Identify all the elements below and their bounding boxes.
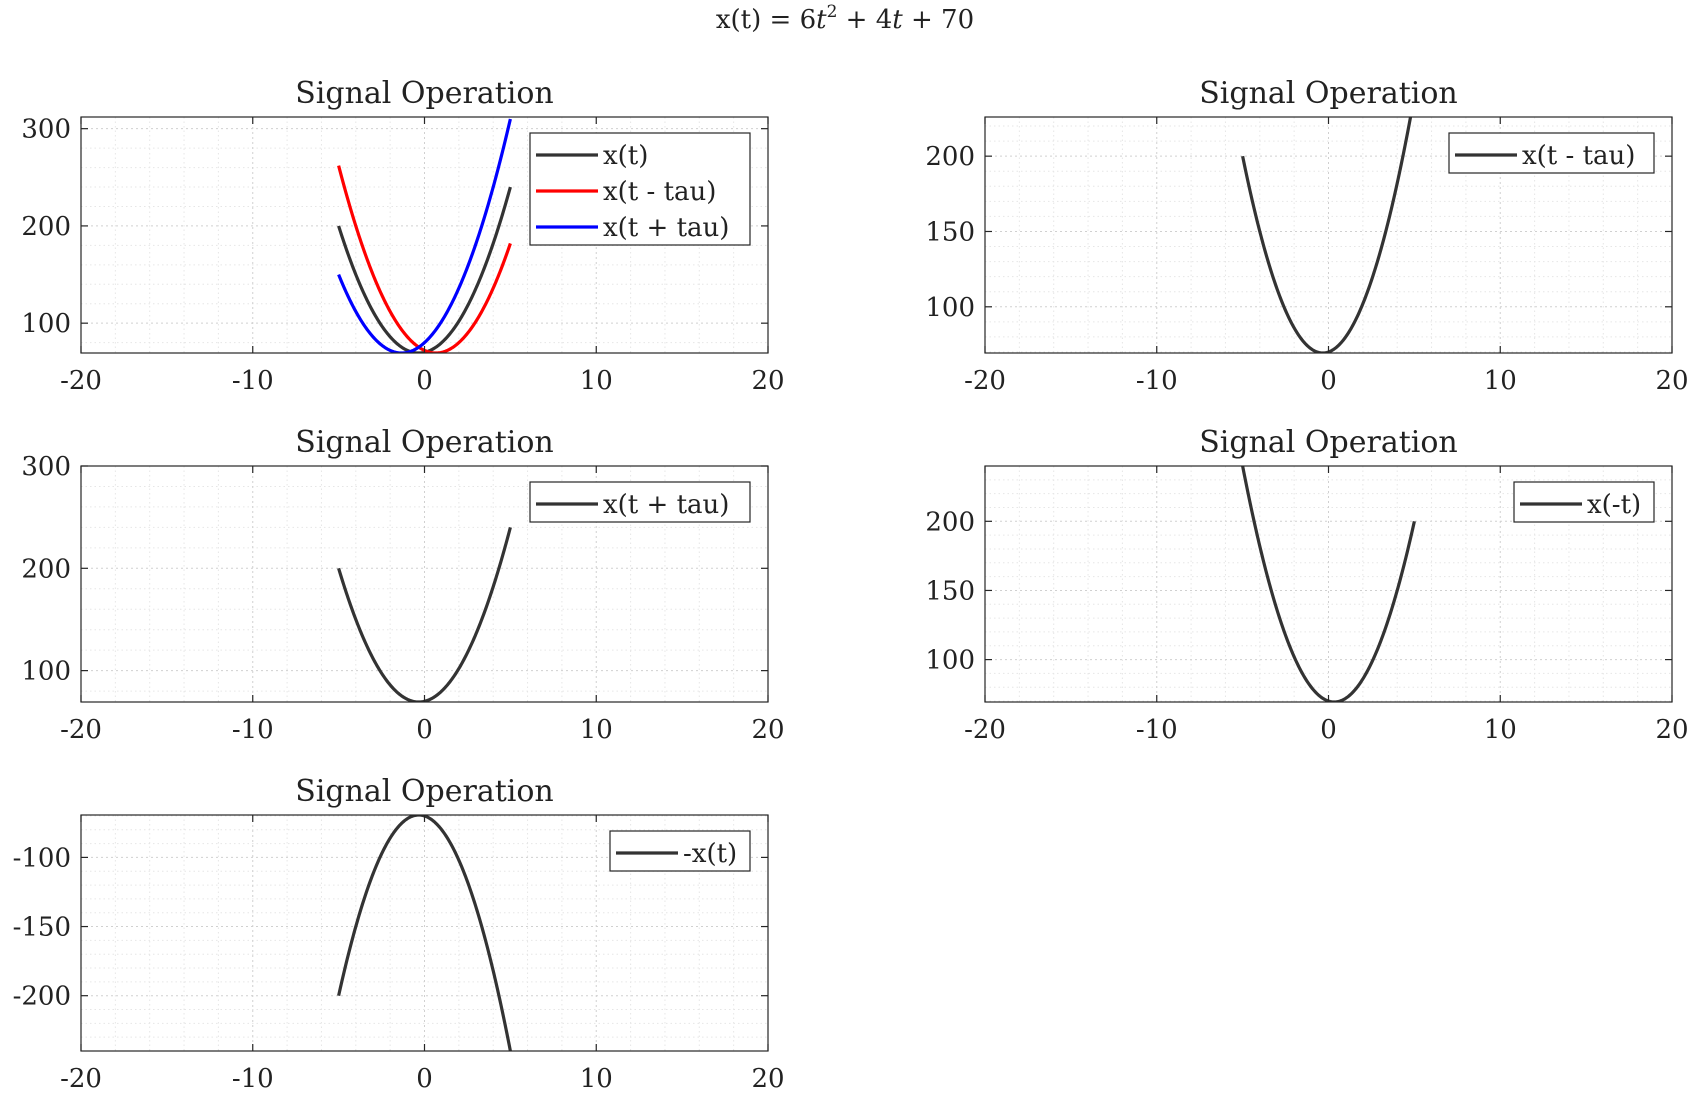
x-tick-label: -10 — [232, 366, 274, 396]
legend-label: -x(t) — [683, 839, 737, 869]
y-tick-label: 100 — [21, 657, 71, 687]
x-tick-label: 20 — [751, 1064, 784, 1094]
ticks — [80, 815, 769, 1051]
panel-title: Signal Operation — [295, 76, 554, 111]
legend: x(t) x(t - tau) x(t + tau) — [529, 132, 751, 246]
panel-title: Signal Operation — [295, 425, 554, 460]
x-tick-label: 20 — [751, 715, 784, 745]
x-tick-label: 20 — [751, 366, 784, 396]
x-tick-label: 10 — [580, 1064, 613, 1094]
y-tick-label: -150 — [13, 913, 71, 943]
x-tick-label: -20 — [964, 715, 1006, 745]
chart-panel-1: -20 -10 0 10 20 100 200 300 Signal Operation x(t)… — [21, 76, 784, 396]
x-tick-label: -20 — [60, 366, 102, 396]
y-tick-label: 200 — [925, 507, 975, 537]
x-tick-label: -10 — [1136, 715, 1178, 745]
x-tick-label: 10 — [580, 366, 613, 396]
ticks — [984, 117, 1673, 353]
legend: x(t + tau) — [529, 481, 751, 523]
chart-panel-4: -20 -10 0 10 20 100 150 200 Signal Operation x(-t… — [925, 425, 1688, 745]
series-line-3 — [337, 118, 512, 353]
major-grid — [81, 465, 768, 702]
x-tick-label: 0 — [1320, 715, 1337, 745]
panel-title: Signal Operation — [1199, 425, 1458, 460]
legend: -x(t) — [609, 830, 751, 872]
y-tick-label: 150 — [925, 576, 975, 606]
legend: x(t - tau) — [1448, 132, 1655, 174]
legend-label: x(t - tau) — [1522, 141, 1635, 171]
x-tick-label: -10 — [1136, 366, 1178, 396]
ticks — [80, 117, 769, 353]
x-tick-label: -10 — [232, 715, 274, 745]
ticks — [984, 466, 1673, 702]
chart-panel-2: -20 -10 0 10 20 100 150 200 Signal Operation x(t … — [925, 76, 1688, 396]
y-tick-label: 200 — [21, 554, 71, 584]
legend-label: x(t + tau) — [603, 490, 729, 520]
x-tick-label: 0 — [1320, 366, 1337, 396]
x-tick-label: -20 — [60, 715, 102, 745]
major-grid — [81, 815, 768, 1051]
y-tick-label: 200 — [21, 212, 71, 242]
legend-label: x(-t) — [1587, 490, 1641, 520]
y-tick-label: 100 — [21, 309, 71, 339]
major-grid — [985, 466, 1672, 702]
legend-label: x(t + tau) — [603, 213, 729, 243]
y-tick-label: 100 — [925, 293, 975, 323]
y-tick-label: 150 — [925, 217, 975, 247]
x-tick-label: 10 — [580, 715, 613, 745]
major-grid — [81, 117, 768, 353]
figure-suptitle: x(t) = 6t2 + 4t + 70 — [716, 2, 974, 35]
legend-label: x(t) — [603, 141, 648, 171]
x-tick-label: -20 — [964, 366, 1006, 396]
x-tick-label: 10 — [1484, 715, 1517, 745]
y-tick-label: 200 — [925, 142, 975, 172]
x-tick-label: 0 — [416, 715, 433, 745]
legend: x(-t) — [1513, 481, 1655, 523]
legend-box — [529, 481, 751, 523]
panel-title: Signal Operation — [1199, 76, 1458, 111]
y-tick-label: -100 — [13, 843, 71, 873]
x-tick-label: -10 — [232, 1064, 274, 1094]
chart-panel-3: -20 -10 0 10 20 100 200 300 Signal Operation x(t … — [21, 425, 784, 745]
x-tick-label: 10 — [1484, 366, 1517, 396]
y-tick-label: 300 — [21, 115, 71, 145]
minor-grid — [985, 117, 1672, 353]
major-grid — [985, 117, 1672, 353]
x-tick-label: 20 — [1655, 715, 1688, 745]
legend-box — [1513, 481, 1655, 523]
legend-box — [1448, 132, 1655, 174]
x-tick-label: 20 — [1655, 366, 1688, 396]
ticks — [80, 465, 769, 702]
x-tick-label: -20 — [60, 1064, 102, 1094]
x-tick-label: 0 — [416, 366, 433, 396]
y-tick-label: 300 — [21, 452, 71, 482]
y-tick-label: -200 — [13, 982, 71, 1012]
legend-label: x(t - tau) — [603, 177, 716, 207]
panel-title: Signal Operation — [295, 774, 554, 809]
x-tick-label: 0 — [416, 1064, 433, 1094]
y-tick-label: 100 — [925, 646, 975, 676]
legend-box — [609, 830, 751, 872]
